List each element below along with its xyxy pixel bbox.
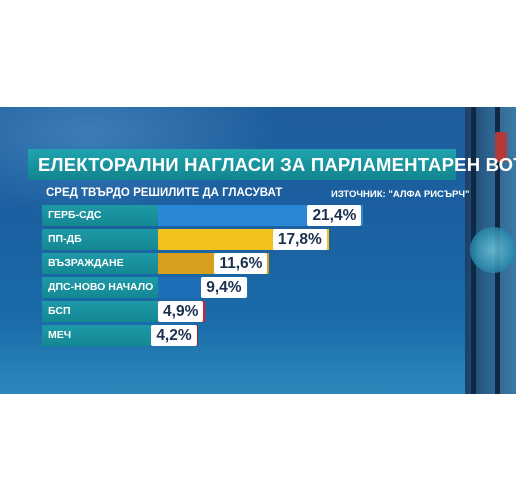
- studio-screen: [470, 227, 516, 273]
- bar-row: ПП-ДБ 17,8%: [42, 229, 460, 250]
- bar-row: БСП 4,9%: [42, 301, 460, 322]
- value-label: 4,2%: [151, 325, 197, 346]
- chart-panel: ЕЛЕКТОРАЛНИ НАГЛАСИ ЗА ПАРЛАМЕНТАРЕН ВОТ…: [28, 147, 516, 377]
- value-label: 4,9%: [158, 301, 204, 322]
- value-label: 17,8%: [272, 229, 327, 250]
- bar-row: ВЪЗРАЖДАНЕ 11,6%: [42, 253, 460, 274]
- value-label: 11,6%: [214, 253, 268, 274]
- source-note: ИЗТОЧНИК: "АЛФА РИСЪРЧ": [331, 189, 470, 200]
- broadcast-frame: ЕЛЕКТОРАЛНИ НАГЛАСИ ЗА ПАРЛАМЕНТАРЕН ВОТ…: [0, 107, 516, 394]
- bar-row: ГЕРБ-СДС 21,4%: [42, 205, 460, 226]
- studio-light: [495, 132, 507, 162]
- value-label: 9,4%: [201, 277, 247, 298]
- category-label: ГЕРБ-СДС: [42, 205, 162, 226]
- chart-title: ЕЛЕКТОРАЛНИ НАГЛАСИ ЗА ПАРЛАМЕНТАРЕН ВОТ: [38, 154, 516, 175]
- value-label: 21,4%: [307, 205, 362, 226]
- bar-row: ДПС-НОВО НАЧАЛО 9,4%: [42, 277, 460, 298]
- bar-row: МЕЧ 4,2%: [42, 325, 460, 346]
- category-label: МЕЧ: [42, 325, 162, 346]
- category-label: ДПС-НОВО НАЧАЛО: [42, 277, 162, 298]
- category-label: БСП: [42, 301, 162, 322]
- category-label: ПП-ДБ: [42, 229, 162, 250]
- title-bar: ЕЛЕКТОРАЛНИ НАГЛАСИ ЗА ПАРЛАМЕНТАРЕН ВОТ: [28, 149, 516, 180]
- bar-rows: ГЕРБ-СДС 21,4% ПП-ДБ 17,8% ВЪЗРАЖДАНЕ 11,6% ДП…: [42, 205, 460, 385]
- chart-subtitle: СРЕД ТВЪРДО РЕШИЛИТЕ ДА ГЛАСУВАТ: [46, 187, 283, 199]
- category-label: ВЪЗРАЖДАНЕ: [42, 253, 162, 274]
